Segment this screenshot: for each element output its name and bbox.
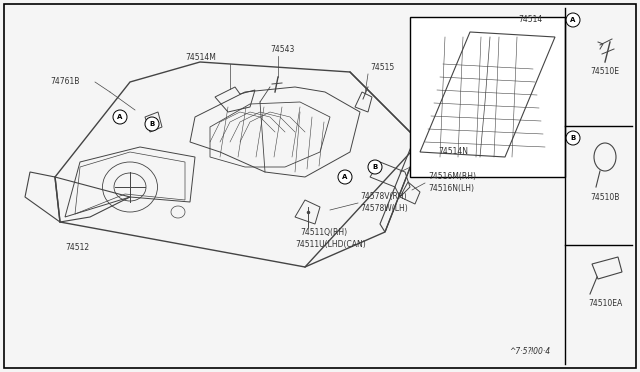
Text: 74514: 74514 bbox=[518, 15, 542, 24]
Text: 74515: 74515 bbox=[370, 62, 394, 71]
Text: 74510EA: 74510EA bbox=[588, 299, 622, 308]
Text: 74511U(LHD(CAN): 74511U(LHD(CAN) bbox=[295, 240, 365, 248]
Text: 74511Q(RH): 74511Q(RH) bbox=[300, 228, 347, 237]
Circle shape bbox=[113, 110, 127, 124]
Text: ^7·5⁈00·4: ^7·5⁈00·4 bbox=[509, 347, 550, 356]
Circle shape bbox=[145, 117, 159, 131]
Text: A: A bbox=[570, 17, 576, 23]
Text: 74578W(LH): 74578W(LH) bbox=[360, 205, 408, 214]
Text: 74514N: 74514N bbox=[438, 148, 468, 157]
Bar bbox=[410, 17, 565, 177]
Text: 74543: 74543 bbox=[270, 45, 294, 55]
Text: 74512: 74512 bbox=[65, 243, 89, 251]
Circle shape bbox=[566, 13, 580, 27]
Text: 74516M(RH): 74516M(RH) bbox=[428, 173, 476, 182]
Text: 74516N(LH): 74516N(LH) bbox=[428, 185, 474, 193]
Circle shape bbox=[338, 170, 352, 184]
Text: 74578V(RH): 74578V(RH) bbox=[360, 192, 406, 202]
Text: 74510B: 74510B bbox=[590, 192, 620, 202]
Circle shape bbox=[566, 131, 580, 145]
Text: B: B bbox=[149, 121, 155, 127]
Text: 74761B: 74761B bbox=[50, 77, 79, 87]
Text: B: B bbox=[372, 164, 378, 170]
Circle shape bbox=[368, 160, 382, 174]
Text: 74510E: 74510E bbox=[591, 67, 620, 77]
Text: A: A bbox=[342, 174, 348, 180]
Text: 74514M: 74514M bbox=[185, 52, 216, 61]
Text: A: A bbox=[117, 114, 123, 120]
Text: B: B bbox=[570, 135, 575, 141]
